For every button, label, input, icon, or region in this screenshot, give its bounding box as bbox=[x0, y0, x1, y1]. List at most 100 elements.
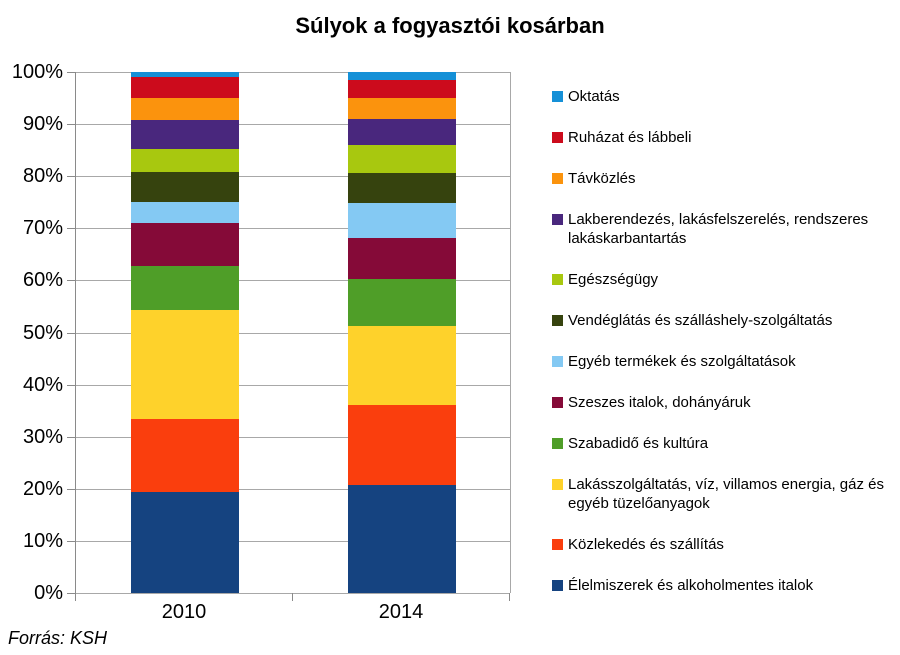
x-axis-tick bbox=[292, 593, 293, 601]
gridline-10% bbox=[76, 541, 510, 542]
legend-label: Ruházat és lábbeli bbox=[568, 129, 692, 146]
legend-label: Lakberendezés, lakásfelszerelés, rendsze… bbox=[568, 211, 869, 247]
y-axis-label: 20% bbox=[22, 478, 63, 500]
legend-item: Szabadidő és kultúra bbox=[552, 434, 898, 453]
legend-label: Vendéglátás és szálláshely-szolgáltatás bbox=[568, 312, 833, 329]
legend-swatch-icon bbox=[552, 91, 563, 102]
y-axis-tick bbox=[67, 280, 75, 281]
plot-area bbox=[75, 72, 511, 594]
bar-segment bbox=[131, 149, 239, 173]
gridline-100% bbox=[76, 72, 510, 73]
bar-segment bbox=[131, 76, 239, 98]
legend-swatch-icon bbox=[552, 580, 563, 591]
legend-item: Ruházat és lábbeli bbox=[552, 128, 898, 147]
bar-segment bbox=[131, 201, 239, 224]
legend-item: Távközlés bbox=[552, 169, 898, 188]
y-axis-tick bbox=[67, 541, 75, 542]
legend-item: Oktatás bbox=[552, 87, 898, 106]
gridline-60% bbox=[76, 280, 510, 281]
legend-label: Egészségügy bbox=[568, 271, 659, 288]
bar-segment bbox=[131, 172, 239, 202]
bar-2014 bbox=[348, 72, 456, 593]
legend-label: Közlekedés és szállítás bbox=[568, 536, 724, 553]
y-axis-tick bbox=[67, 593, 75, 594]
bar-segment bbox=[131, 309, 239, 419]
gridline-50% bbox=[76, 333, 510, 334]
y-axis-tick bbox=[67, 437, 75, 438]
bar-segment bbox=[131, 223, 239, 266]
legend-swatch-icon bbox=[552, 214, 563, 225]
bar-segment bbox=[348, 119, 456, 146]
legend-swatch-icon bbox=[552, 132, 563, 143]
bar-segment bbox=[131, 419, 239, 492]
legend-swatch-icon bbox=[552, 356, 563, 367]
gridline-80% bbox=[76, 176, 510, 177]
gridline-70% bbox=[76, 228, 510, 229]
legend-label: Élelmiszerek és alkoholmentes italok bbox=[568, 577, 814, 594]
y-axis-tick bbox=[67, 385, 75, 386]
y-axis-label: 50% bbox=[22, 322, 63, 344]
legend-item: Élelmiszerek és alkoholmentes italok bbox=[552, 576, 898, 595]
x-axis-tick bbox=[75, 593, 76, 601]
legend-item: Szeszes italok, dohányáruk bbox=[552, 393, 898, 412]
y-axis-label: 30% bbox=[22, 426, 63, 448]
y-axis-tick bbox=[67, 228, 75, 229]
legend-item: Egyéb termékek és szolgáltatások bbox=[552, 352, 898, 371]
source-note: Forrás: KSH bbox=[8, 628, 108, 648]
gridline-90% bbox=[76, 124, 510, 125]
legend-swatch-icon bbox=[552, 274, 563, 285]
bar-segment bbox=[131, 265, 239, 310]
gridline-0% bbox=[76, 593, 510, 594]
y-axis-label: 80% bbox=[22, 165, 63, 187]
legend-item: Vendéglátás és szálláshely-szolgáltatás bbox=[552, 311, 898, 330]
legend-label: Egyéb termékek és szolgáltatások bbox=[568, 353, 796, 370]
legend-label: Szabadidő és kultúra bbox=[568, 435, 709, 452]
legend-swatch-icon bbox=[552, 173, 563, 184]
legend: Oktatás Ruházat és lábbeli Távközlés Lakber… bbox=[552, 87, 898, 617]
bar-segment bbox=[131, 119, 239, 150]
y-axis-tick bbox=[67, 489, 75, 490]
y-axis-label: 70% bbox=[22, 217, 63, 239]
legend-item: Lakberendezés, lakásfelszerelés, rendsze… bbox=[552, 210, 898, 248]
bar-segment bbox=[348, 279, 456, 327]
bar-segment bbox=[131, 97, 239, 120]
x-axis-label-2014: 2014 bbox=[378, 601, 424, 623]
bar-segment bbox=[348, 202, 456, 238]
legend-label: Szeszes italok, dohányáruk bbox=[568, 394, 751, 411]
gridline-20% bbox=[76, 489, 510, 490]
x-axis-label-2010: 2010 bbox=[161, 601, 207, 623]
legend-item: Közlekedés és szállítás bbox=[552, 535, 898, 554]
bar-segment bbox=[348, 172, 456, 203]
y-axis-tick bbox=[67, 333, 75, 334]
legend-label: Oktatás bbox=[568, 88, 620, 105]
gridline-30% bbox=[76, 437, 510, 438]
gridline-40% bbox=[76, 385, 510, 386]
y-axis-label: 0% bbox=[34, 582, 63, 604]
bar-segment bbox=[348, 485, 456, 593]
bar-segment bbox=[131, 72, 239, 77]
legend-swatch-icon bbox=[552, 438, 563, 449]
y-axis-tick bbox=[67, 72, 75, 73]
bar-segment bbox=[348, 72, 456, 80]
legend-swatch-icon bbox=[552, 315, 563, 326]
x-axis-tick bbox=[509, 593, 510, 601]
y-axis-labels: 0% 10% 20% 30% 40% 50% 60% 70% 80% 90% 100% bbox=[0, 0, 63, 655]
chart-title: Súlyok a fogyasztói kosárban bbox=[295, 13, 605, 38]
bar-segment bbox=[348, 404, 456, 486]
y-axis-label: 40% bbox=[22, 374, 63, 396]
bar-2010 bbox=[131, 72, 239, 593]
y-axis-label: 10% bbox=[22, 530, 63, 552]
bar-segment bbox=[348, 326, 456, 405]
legend-item: Egészségügy bbox=[552, 270, 898, 289]
bar-segment bbox=[348, 145, 456, 173]
y-axis-tick bbox=[67, 124, 75, 125]
y-axis-label: 90% bbox=[22, 113, 63, 135]
legend-swatch-icon bbox=[552, 397, 563, 408]
y-axis-tick bbox=[67, 176, 75, 177]
legend-swatch-icon bbox=[552, 539, 563, 550]
bar-segment bbox=[348, 79, 456, 98]
bar-segment bbox=[348, 237, 456, 280]
bar-segment bbox=[131, 491, 239, 593]
legend-label: Lakásszolgáltatás, víz, villamos energia… bbox=[568, 476, 884, 512]
